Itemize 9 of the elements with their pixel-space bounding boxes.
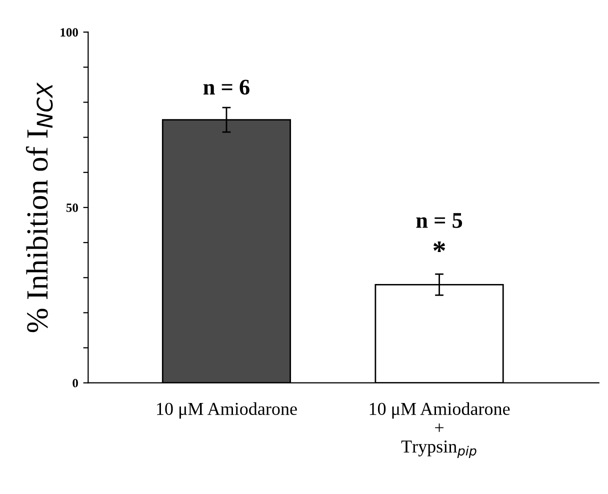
x-tick-label: 10 μM Amiodarone + Trypsin$_{pip}$ bbox=[370, 402, 510, 458]
annotation: n = 5 bbox=[416, 213, 462, 228]
x-tick-label: 10 μM Amiodarone bbox=[157, 402, 297, 419]
y-tick-label: 100 bbox=[60, 28, 78, 37]
annotation: n = 6 bbox=[203, 80, 250, 95]
y-tick-label: 50 bbox=[66, 204, 78, 212]
y-tick-label: 0 bbox=[72, 378, 78, 388]
annotation: * bbox=[433, 242, 446, 252]
y-axis-title: % Inhibition of I$_{NCX}$ bbox=[26, 82, 53, 332]
